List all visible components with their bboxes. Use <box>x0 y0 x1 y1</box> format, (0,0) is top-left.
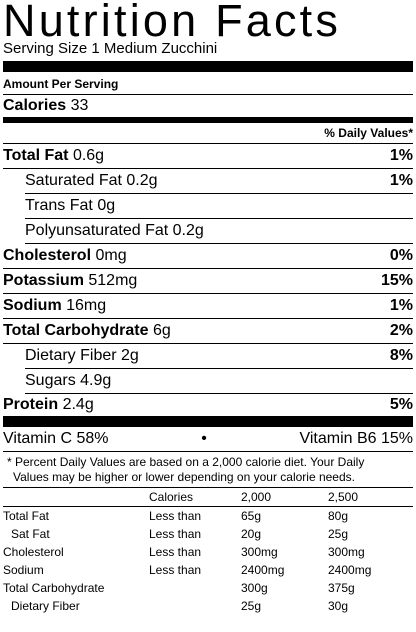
table-cell: Sodium <box>3 563 44 577</box>
cholesterol-label: Cholesterol <box>3 247 92 264</box>
table-header-cell: Calories <box>149 488 241 507</box>
table-cell: 65g <box>241 509 262 523</box>
table-cell: 2400mg <box>241 563 285 577</box>
amount-per-serving: Amount Per Serving <box>3 72 413 95</box>
sodium-amount: 16mg <box>66 297 107 314</box>
footnote: * Percent Daily Values are based on a 2,… <box>3 452 413 488</box>
table-row: Cholesterol Less than 300mg 300mg <box>3 543 413 561</box>
table-cell: 20g <box>241 527 262 541</box>
table-row: Total Carbohydrate 300g 375g <box>3 579 413 597</box>
potassium-label: Potassium <box>3 272 84 289</box>
saturated-fat-label: Saturated Fat <box>25 172 122 189</box>
table-header-cell: 2,000 <box>241 488 328 507</box>
table-cell: 2400mg <box>328 563 372 577</box>
sugars-row: Sugars 4.9g <box>25 369 413 394</box>
table-cell: 30g <box>328 599 349 613</box>
table-cell: Total Carbohydrate <box>3 581 105 595</box>
trans-fat-amount: 0g <box>97 197 116 214</box>
calories-row: Calories 33 <box>3 95 413 123</box>
total-carbohydrate-row: Total Carbohydrate 6g 2% <box>3 319 413 344</box>
table-cell: 25g <box>328 527 349 541</box>
table-cell: Dietary Fiber <box>11 599 80 613</box>
table-row: Total Fat Less than 65g 80g <box>3 507 413 526</box>
cholesterol-row: Cholesterol 0mg 0% <box>3 244 413 269</box>
table-header-cell <box>3 488 149 507</box>
total-fat-row: Total Fat 0.6g 1% <box>3 144 413 169</box>
saturated-fat-amount: 0.2g <box>126 172 158 189</box>
table-cell: Total Fat <box>3 509 50 523</box>
table-cell <box>149 579 241 597</box>
serving-size: Serving Size 1 Medium Zucchini <box>3 40 413 72</box>
table-header-cell: 2,500 <box>328 488 413 507</box>
polyunsaturated-fat-label: Polyunsaturated Fat <box>25 222 169 239</box>
sugars-amount: 4.9g <box>80 372 112 389</box>
table-row: Dietary Fiber 25g 30g <box>3 597 413 615</box>
table-cell: Less than <box>149 563 202 577</box>
saturated-fat-pct: 1% <box>389 172 413 189</box>
table-cell: Cholesterol <box>3 545 64 559</box>
table-cell: Less than <box>149 509 202 523</box>
cholesterol-amount: 0mg <box>95 247 127 264</box>
label-title: Nutrition Facts <box>3 0 342 46</box>
vitamins-row: Vitamin C 58% • Vitamin B6 15% <box>3 427 413 452</box>
total-carbohydrate-amount: 6g <box>152 322 171 339</box>
sodium-row: Sodium 16mg 1% <box>3 294 413 319</box>
daily-value-table: Calories 2,000 2,500 Total Fat Less than… <box>3 488 413 615</box>
table-cell: Less than <box>149 545 202 559</box>
bullet-separator: • <box>201 430 207 447</box>
footnote-line-1: * Percent Daily Values are based on a 2,… <box>7 455 365 469</box>
vitamin-c: Vitamin C 58% <box>3 430 109 447</box>
potassium-pct: 15% <box>380 272 413 289</box>
sodium-label: Sodium <box>3 297 62 314</box>
table-cell: Sat Fat <box>11 527 50 541</box>
table-header-row: Calories 2,000 2,500 <box>3 488 413 507</box>
total-fat-label: Total Fat <box>3 147 69 164</box>
dietary-fiber-label: Dietary Fiber <box>25 347 117 364</box>
dietary-fiber-pct: 8% <box>389 347 413 364</box>
table-cell: 300mg <box>328 545 365 559</box>
dietary-fiber-row: Dietary Fiber 2g 8% <box>25 344 413 369</box>
table-cell: 375g <box>328 581 355 595</box>
polyunsaturated-fat-row: Polyunsaturated Fat 0.2g <box>25 219 413 244</box>
trans-fat-label: Trans Fat <box>25 197 93 214</box>
table-cell: 80g <box>328 509 349 523</box>
table-cell <box>149 597 241 615</box>
footnote-line-2: Values may be higher or lower depending … <box>13 470 355 484</box>
total-fat-pct: 1% <box>389 147 413 164</box>
calories-text: Calories 33 <box>3 97 88 115</box>
saturated-fat-row: Saturated Fat 0.2g 1% <box>25 169 413 194</box>
table-row: Sodium Less than 2400mg 2400mg <box>3 561 413 579</box>
potassium-row: Potassium 512mg 15% <box>3 269 413 294</box>
sugars-label: Sugars <box>25 372 76 389</box>
dietary-fiber-amount: 2g <box>121 347 139 364</box>
protein-row: Protein 2.4g 5% <box>3 394 413 427</box>
total-carbohydrate-label: Total Carbohydrate <box>3 322 149 339</box>
potassium-amount: 512mg <box>88 272 138 289</box>
total-fat-amount: 0.6g <box>72 147 105 164</box>
calories-value: 33 <box>70 97 89 114</box>
table-cell: Less than <box>149 527 202 541</box>
vitamin-b6: Vitamin B6 15% <box>299 430 413 447</box>
polyunsaturated-fat-amount: 0.2g <box>172 222 204 239</box>
protein-amount: 2.4g <box>62 396 94 413</box>
table-cell: 300mg <box>241 545 278 559</box>
calories-label: Calories <box>3 97 67 114</box>
cholesterol-pct: 0% <box>389 247 413 264</box>
table-row: Sat Fat Less than 20g 25g <box>3 525 413 543</box>
daily-values-header: % Daily Values* <box>3 123 413 144</box>
sodium-pct: 1% <box>389 297 413 314</box>
total-carbohydrate-pct: 2% <box>389 322 413 339</box>
table-cell: 25g <box>241 599 262 613</box>
trans-fat-row: Trans Fat 0g <box>25 194 413 219</box>
protein-pct: 5% <box>389 396 413 413</box>
protein-label: Protein <box>3 396 59 413</box>
table-cell: 300g <box>241 581 268 595</box>
